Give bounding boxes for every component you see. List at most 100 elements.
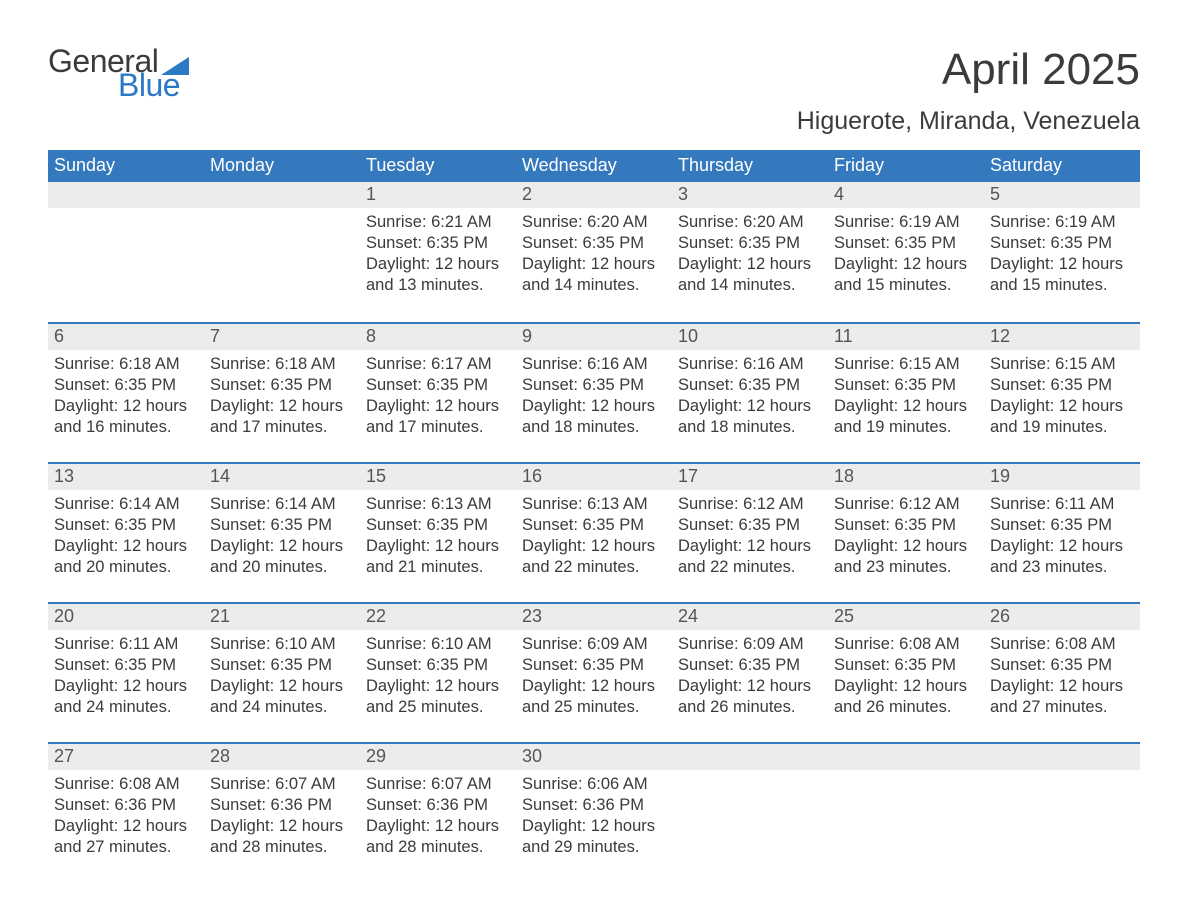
day-number: 9 — [516, 324, 672, 350]
sunset-text: Sunset: 6:36 PM — [210, 795, 354, 816]
calendar-day: 18Sunrise: 6:12 AMSunset: 6:35 PMDayligh… — [828, 464, 984, 602]
sunset-text: Sunset: 6:35 PM — [834, 233, 978, 254]
day-number: 6 — [48, 324, 204, 350]
daylight-text: Daylight: 12 hours and 26 minutes. — [834, 676, 978, 718]
calendar-week: 6Sunrise: 6:18 AMSunset: 6:35 PMDaylight… — [48, 322, 1140, 462]
day-number: 30 — [516, 744, 672, 770]
sunset-text: Sunset: 6:35 PM — [522, 233, 666, 254]
calendar-day: 27Sunrise: 6:08 AMSunset: 6:36 PMDayligh… — [48, 744, 204, 882]
sunrise-text: Sunrise: 6:16 AM — [678, 354, 822, 375]
day-number: 13 — [48, 464, 204, 490]
calendar-day: 25 Sunrise: 6:08 AMSunset: 6:35 PMDayligh… — [828, 604, 984, 742]
calendar-week: 1Sunrise: 6:21 AMSunset: 6:35 PMDaylight… — [48, 182, 1140, 322]
sunrise-text: Sunrise: 6:08 AM — [834, 634, 978, 655]
sunset-text: Sunset: 6:35 PM — [522, 655, 666, 676]
calendar-day — [48, 182, 204, 322]
day-details: Sunrise: 6:12 AMSunset: 6:35 PMDaylight:… — [672, 490, 828, 590]
day-number — [828, 744, 984, 770]
daylight-text: Daylight: 12 hours and 22 minutes. — [522, 536, 666, 578]
day-number: 25 — [828, 604, 984, 630]
day-number — [672, 744, 828, 770]
daylight-text: Daylight: 12 hours and 15 minutes. — [834, 254, 978, 296]
sunrise-text: Sunrise: 6:12 AM — [678, 494, 822, 515]
sunset-text: Sunset: 6:35 PM — [678, 515, 822, 536]
daylight-text: Daylight: 12 hours and 28 minutes. — [366, 816, 510, 858]
daylight-text: Daylight: 12 hours and 18 minutes. — [678, 396, 822, 438]
sunrise-text: Sunrise: 6:09 AM — [678, 634, 822, 655]
sunset-text: Sunset: 6:35 PM — [678, 655, 822, 676]
sunset-text: Sunset: 6:35 PM — [678, 233, 822, 254]
calendar-day: 8Sunrise: 6:17 AMSunset: 6:35 PMDaylight… — [360, 324, 516, 462]
day-number — [984, 744, 1140, 770]
day-details: Sunrise: 6:08 AMSunset: 6:36 PMDaylight:… — [48, 770, 204, 870]
calendar-day — [828, 744, 984, 882]
sunset-text: Sunset: 6:35 PM — [366, 233, 510, 254]
sunrise-text: Sunrise: 6:14 AM — [210, 494, 354, 515]
daylight-text: Daylight: 12 hours and 14 minutes. — [522, 254, 666, 296]
daylight-text: Daylight: 12 hours and 26 minutes. — [678, 676, 822, 718]
sunset-text: Sunset: 6:35 PM — [54, 655, 198, 676]
calendar-week: 20Sunrise: 6:11 AMSunset: 6:35 PMDayligh… — [48, 602, 1140, 742]
calendar-day: 7Sunrise: 6:18 AMSunset: 6:35 PMDaylight… — [204, 324, 360, 462]
day-details: Sunrise: 6:08 AMSunset: 6:35 PMDaylight:… — [984, 630, 1140, 730]
daylight-text: Daylight: 12 hours and 19 minutes. — [834, 396, 978, 438]
calendar-day: 16Sunrise: 6:13 AMSunset: 6:35 PMDayligh… — [516, 464, 672, 602]
sunset-text: Sunset: 6:35 PM — [990, 233, 1134, 254]
weekday-header: Tuesday — [360, 150, 516, 182]
daylight-text: Daylight: 12 hours and 16 minutes. — [54, 396, 198, 438]
day-number: 2 — [516, 182, 672, 208]
calendar-week: 13Sunrise: 6:14 AMSunset: 6:35 PMDayligh… — [48, 462, 1140, 602]
daylight-text: Daylight: 12 hours and 21 minutes. — [366, 536, 510, 578]
sunrise-text: Sunrise: 6:12 AM — [834, 494, 978, 515]
day-number: 8 — [360, 324, 516, 350]
calendar-day: 3Sunrise: 6:20 AMSunset: 6:35 PMDaylight… — [672, 182, 828, 322]
sunset-text: Sunset: 6:36 PM — [366, 795, 510, 816]
sunrise-text: Sunrise: 6:15 AM — [834, 354, 978, 375]
sunrise-text: Sunrise: 6:13 AM — [522, 494, 666, 515]
weekday-header: Friday — [828, 150, 984, 182]
calendar-day: 4Sunrise: 6:19 AMSunset: 6:35 PMDaylight… — [828, 182, 984, 322]
sunset-text: Sunset: 6:35 PM — [522, 375, 666, 396]
day-details: Sunrise: 6:14 AMSunset: 6:35 PMDaylight:… — [204, 490, 360, 590]
day-number: 15 — [360, 464, 516, 490]
day-details: Sunrise: 6:11 AMSunset: 6:35 PMDaylight:… — [984, 490, 1140, 590]
calendar-day: 28Sunrise: 6:07 AMSunset: 6:36 PMDayligh… — [204, 744, 360, 882]
calendar-day: 30Sunrise: 6:06 AMSunset: 6:36 PMDayligh… — [516, 744, 672, 882]
sunset-text: Sunset: 6:35 PM — [834, 375, 978, 396]
sunrise-text: Sunrise: 6:20 AM — [678, 212, 822, 233]
sunset-text: Sunset: 6:35 PM — [678, 375, 822, 396]
day-details: Sunrise: 6:20 AMSunset: 6:35 PMDaylight:… — [672, 208, 828, 308]
day-number: 22 — [360, 604, 516, 630]
day-details: Sunrise: 6:07 AMSunset: 6:36 PMDaylight:… — [360, 770, 516, 870]
sunrise-text: Sunrise: 6:10 AM — [366, 634, 510, 655]
day-number: 18 — [828, 464, 984, 490]
page-title: April 2025 — [942, 45, 1140, 95]
sunset-text: Sunset: 6:35 PM — [990, 655, 1134, 676]
sunrise-text: Sunrise: 6:09 AM — [522, 634, 666, 655]
sunrise-text: Sunrise: 6:15 AM — [990, 354, 1134, 375]
day-number: 4 — [828, 182, 984, 208]
day-details: Sunrise: 6:06 AMSunset: 6:36 PMDaylight:… — [516, 770, 672, 870]
calendar-day: 9Sunrise: 6:16 AMSunset: 6:35 PMDaylight… — [516, 324, 672, 462]
day-number: 10 — [672, 324, 828, 350]
daylight-text: Daylight: 12 hours and 28 minutes. — [210, 816, 354, 858]
day-number: 24 — [672, 604, 828, 630]
daylight-text: Daylight: 12 hours and 14 minutes. — [678, 254, 822, 296]
calendar-day: 5Sunrise: 6:19 AMSunset: 6:35 PMDaylight… — [984, 182, 1140, 322]
day-number: 21 — [204, 604, 360, 630]
sunrise-text: Sunrise: 6:18 AM — [210, 354, 354, 375]
day-details: Sunrise: 6:19 AMSunset: 6:35 PMDaylight:… — [984, 208, 1140, 308]
sunset-text: Sunset: 6:35 PM — [210, 515, 354, 536]
daylight-text: Daylight: 12 hours and 24 minutes. — [210, 676, 354, 718]
sunset-text: Sunset: 6:35 PM — [834, 515, 978, 536]
daylight-text: Daylight: 12 hours and 17 minutes. — [210, 396, 354, 438]
weekday-header: Monday — [204, 150, 360, 182]
sunset-text: Sunset: 6:35 PM — [834, 655, 978, 676]
day-number: 11 — [828, 324, 984, 350]
sunset-text: Sunset: 6:35 PM — [366, 515, 510, 536]
calendar-day: 14Sunrise: 6:14 AMSunset: 6:35 PMDayligh… — [204, 464, 360, 602]
calendar-day — [984, 744, 1140, 882]
day-details: Sunrise: 6:19 AMSunset: 6:35 PMDaylight:… — [828, 208, 984, 308]
daylight-text: Daylight: 12 hours and 20 minutes. — [210, 536, 354, 578]
sunrise-text: Sunrise: 6:13 AM — [366, 494, 510, 515]
